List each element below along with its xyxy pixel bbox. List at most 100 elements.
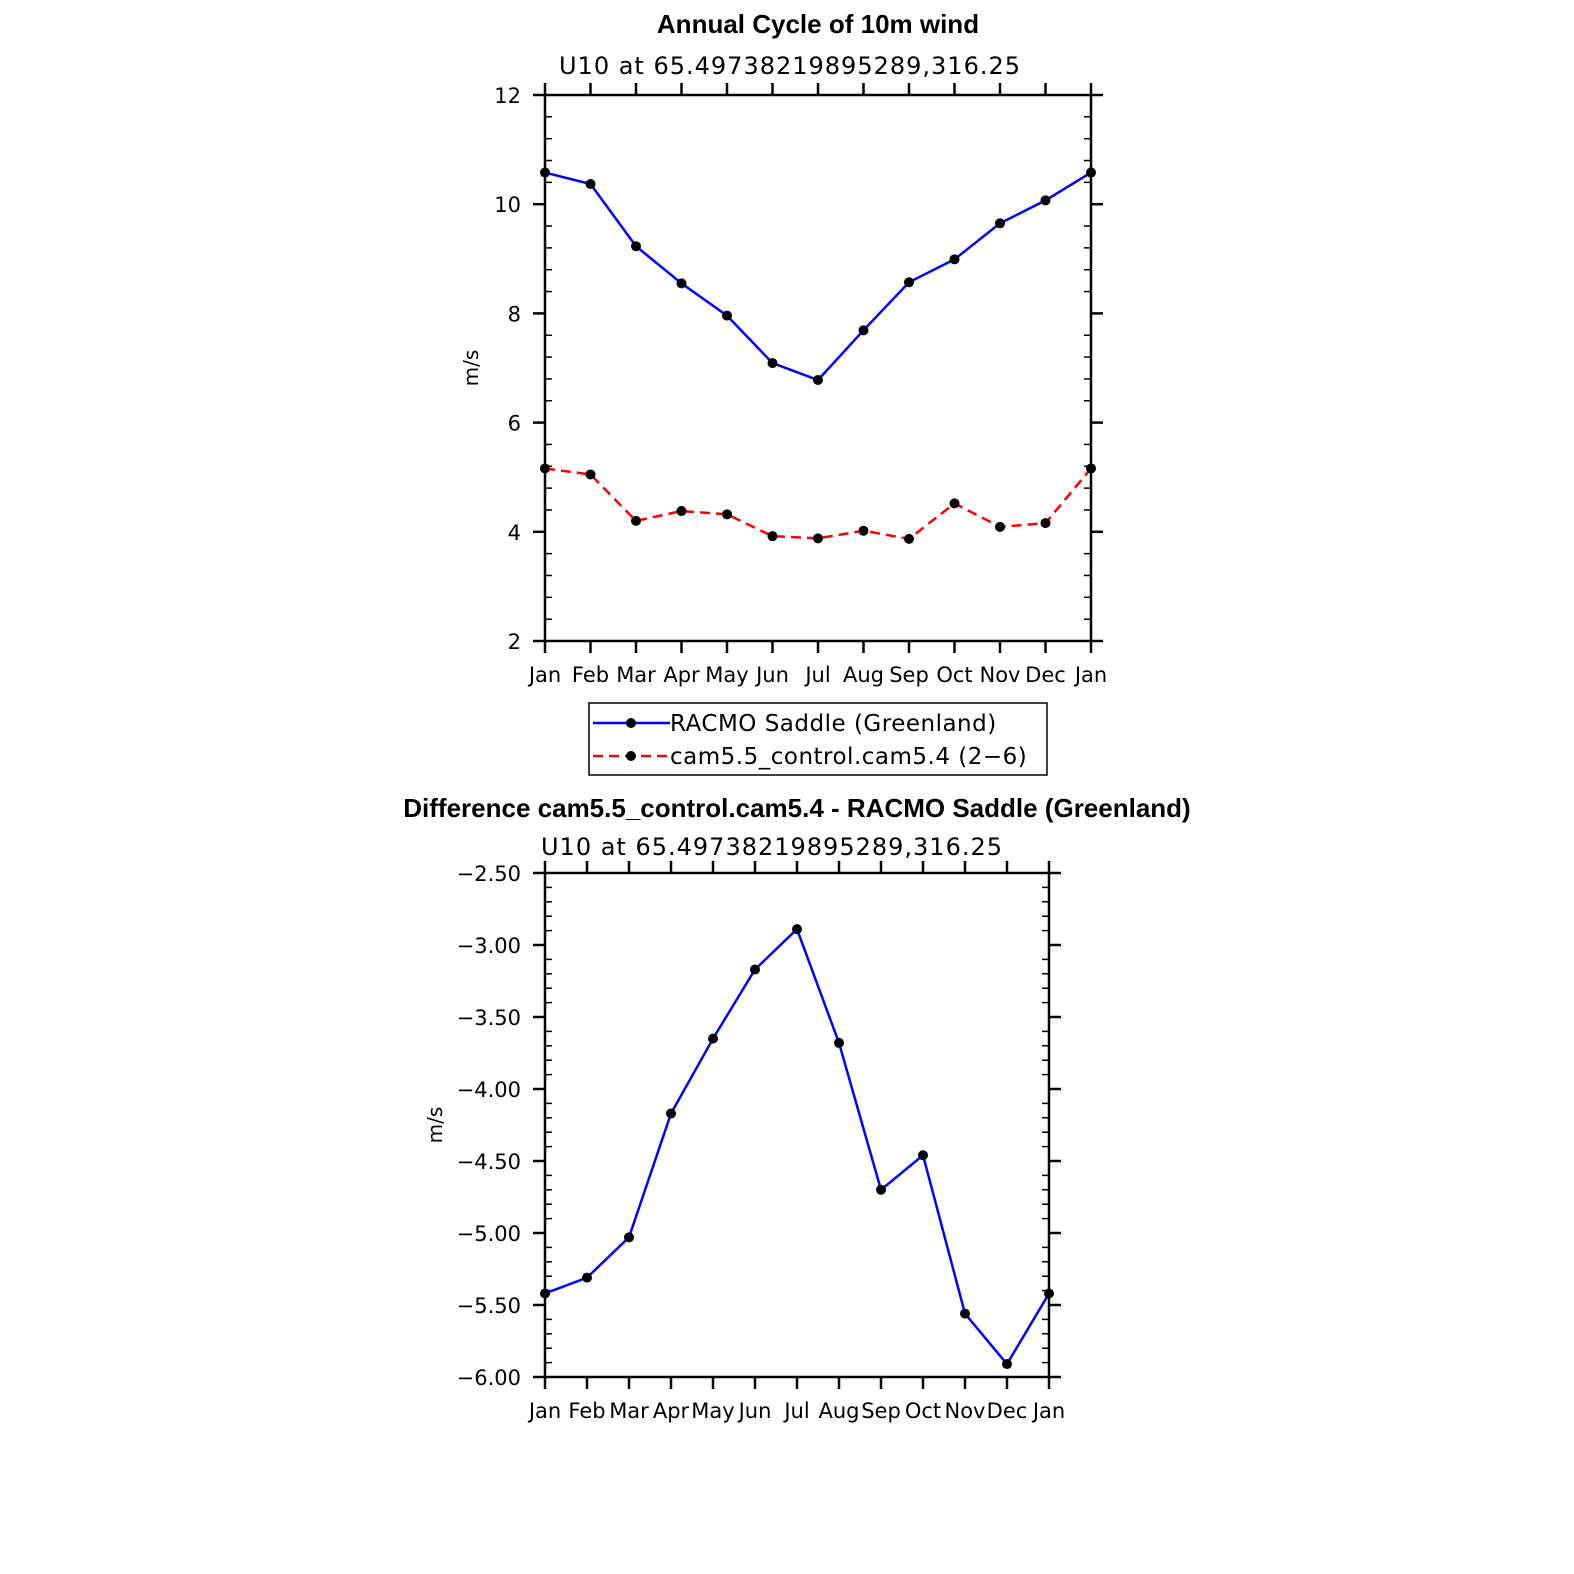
x-tick-label: Jan xyxy=(1073,663,1107,687)
data-point xyxy=(585,469,596,480)
chart-title: Difference cam5.5_control.cam5.4 - RACMO… xyxy=(403,793,1190,823)
x-tick-label: Feb xyxy=(568,1399,605,1423)
data-point xyxy=(1086,463,1096,474)
y-tick-label: −4.50 xyxy=(457,1150,521,1174)
legend-box xyxy=(588,702,1048,776)
legend: RACMO Saddle (Greenland) cam5.5_control.… xyxy=(588,702,1048,776)
data-point xyxy=(582,1272,592,1283)
y-tick-label: −2.50 xyxy=(457,862,521,886)
y-tick-label: 12 xyxy=(494,84,521,108)
chart-subtitle: U10 at 65.49738219895289,316.25 xyxy=(559,52,1021,80)
y-axis-label: m/s xyxy=(423,1107,447,1144)
data-point xyxy=(1044,1288,1054,1299)
data-point xyxy=(960,1308,970,1319)
x-tick-label: Mar xyxy=(609,1399,649,1423)
y-tick-label: −6.00 xyxy=(457,1366,521,1390)
data-point xyxy=(585,178,596,189)
data-point xyxy=(722,310,732,321)
x-tick-label: Nov xyxy=(980,663,1021,687)
data-point xyxy=(722,509,732,520)
data-point xyxy=(767,531,778,542)
x-tick-label: Nov xyxy=(945,1399,986,1423)
legend-marker-cam xyxy=(626,751,636,761)
data-point xyxy=(876,1184,886,1195)
data-point xyxy=(813,533,823,544)
x-tick-label: Jun xyxy=(737,1399,772,1423)
series-line-0 xyxy=(544,926,1051,1367)
y-tick-label: −3.00 xyxy=(457,934,521,958)
data-point xyxy=(676,278,687,289)
x-tick-label: Sep xyxy=(889,663,929,687)
data-point xyxy=(1002,1359,1012,1370)
y-tick-label: 8 xyxy=(508,302,521,326)
data-point xyxy=(708,1033,718,1044)
y-axis-label: m/s xyxy=(459,350,483,387)
data-point xyxy=(858,325,869,336)
data-point xyxy=(858,525,869,536)
y-tick-label: −4.00 xyxy=(457,1078,521,1102)
difference-chart: Difference cam5.5_control.cam5.4 - RACMO… xyxy=(403,793,1190,1423)
x-tick-label: Oct xyxy=(905,1399,941,1423)
axes: Jan Feb Mar Apr May Jun Jul Aug Sep Oct Nov Dec Jan−… xyxy=(457,861,1065,1423)
y-tick-label: −5.00 xyxy=(457,1222,521,1246)
x-tick-label: Jun xyxy=(754,663,789,687)
x-tick-label: Oct xyxy=(936,663,972,687)
x-tick-label: Sep xyxy=(861,1399,901,1423)
x-tick-label: Jul xyxy=(803,663,830,687)
x-tick-label: Jan xyxy=(527,663,561,687)
data-point xyxy=(792,924,802,935)
x-tick-label: Dec xyxy=(987,1399,1028,1423)
series-line-1 xyxy=(544,467,1092,541)
x-tick-label: Jul xyxy=(782,1399,809,1423)
x-tick-label: May xyxy=(705,663,748,687)
legend-marker-racmo xyxy=(626,718,636,728)
x-tick-label: Apr xyxy=(653,1399,690,1423)
data-point xyxy=(995,218,1005,229)
data-point xyxy=(1040,195,1051,206)
x-tick-label: Apr xyxy=(663,663,700,687)
data-point xyxy=(540,167,550,178)
data-point xyxy=(813,375,823,386)
chart-subtitle: U10 at 65.49738219895289,316.25 xyxy=(541,833,1003,861)
data-point xyxy=(995,521,1005,532)
x-tick-label: Aug xyxy=(843,663,884,687)
series-layer xyxy=(540,924,1054,1370)
data-point xyxy=(949,498,960,509)
annual-cycle-chart: Annual Cycle of 10m wind U10 at 65.49738… xyxy=(459,9,1107,687)
legend-label-cam: cam5.5_control.cam5.4 (2−6) xyxy=(670,744,1027,770)
plot-frame xyxy=(543,93,1093,643)
data-point xyxy=(1040,518,1051,529)
data-point xyxy=(1086,167,1096,178)
y-tick-label: 4 xyxy=(508,521,521,545)
y-tick-label: −5.50 xyxy=(457,1294,521,1318)
data-point xyxy=(904,533,914,544)
x-tick-label: Jan xyxy=(527,1399,561,1423)
chart-title: Annual Cycle of 10m wind xyxy=(657,9,979,39)
x-tick-label: May xyxy=(691,1399,734,1423)
data-point xyxy=(904,277,914,288)
data-point xyxy=(834,1037,844,1048)
data-point xyxy=(631,515,641,526)
x-tick-label: Feb xyxy=(572,663,609,687)
y-tick-label: −3.50 xyxy=(457,1006,521,1030)
y-tick-label: 10 xyxy=(494,193,521,217)
x-tick-label: Mar xyxy=(616,663,656,687)
data-point xyxy=(949,254,960,265)
data-point xyxy=(631,241,641,252)
data-point xyxy=(918,1150,928,1161)
x-tick-label: Aug xyxy=(818,1399,859,1423)
data-point xyxy=(624,1232,634,1243)
data-point xyxy=(540,463,550,474)
x-tick-label: Jan xyxy=(1031,1399,1065,1423)
axes: Jan Feb Mar Apr May Jun Jul Aug Sep Oct Nov Dec Jan2… xyxy=(494,83,1107,687)
y-tick-label: 2 xyxy=(508,630,521,654)
plot-frame xyxy=(543,871,1051,1379)
data-point xyxy=(676,506,687,517)
data-point xyxy=(767,358,778,369)
y-tick-label: 6 xyxy=(508,412,521,436)
legend-label-racmo: RACMO Saddle (Greenland) xyxy=(670,711,997,737)
data-point xyxy=(666,1108,676,1119)
series-layer xyxy=(540,167,1096,544)
series-line-0 xyxy=(544,171,1092,382)
